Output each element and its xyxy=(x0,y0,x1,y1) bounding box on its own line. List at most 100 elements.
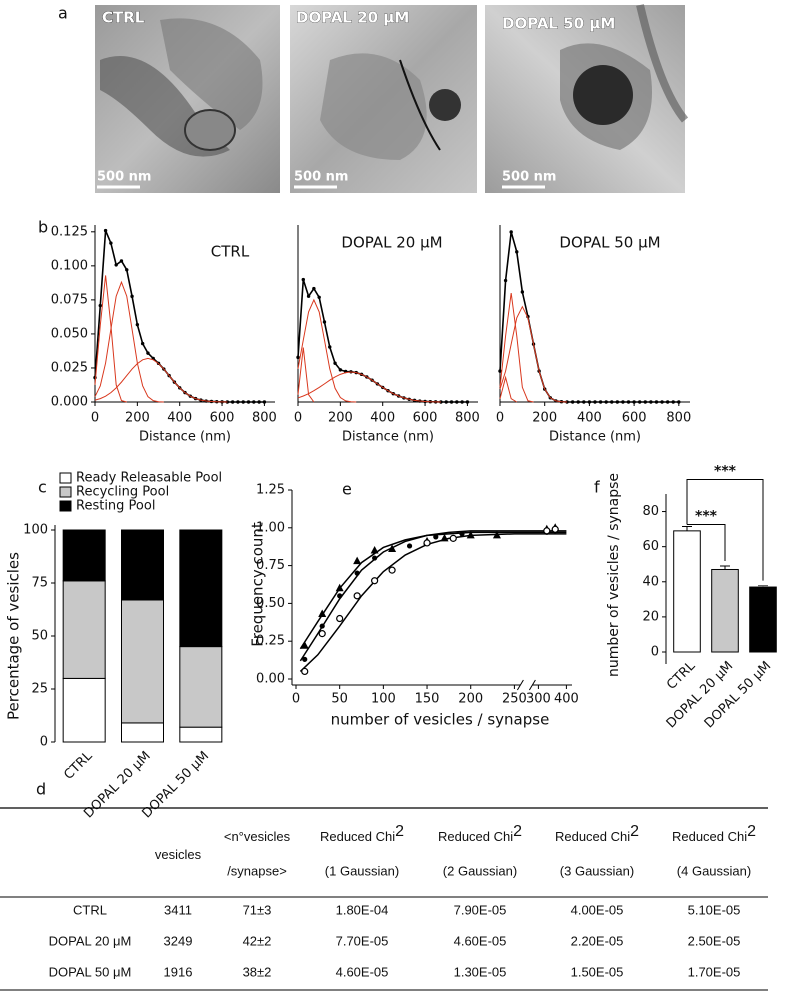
error-bar xyxy=(720,565,730,570)
data-point xyxy=(225,400,230,404)
x-tick-label: CTRL xyxy=(61,748,96,783)
significance-label: *** xyxy=(695,508,718,524)
x-tick-label: 150 xyxy=(415,692,440,707)
x-tick-label: 300 xyxy=(526,692,551,707)
data-point xyxy=(388,544,397,552)
header-superscript: 2 xyxy=(630,823,639,840)
x-tick-label: DOPAL 20 μM xyxy=(664,659,737,732)
series-line xyxy=(94,280,164,403)
data-point xyxy=(406,543,413,549)
data-point xyxy=(621,400,625,404)
panel-label: a xyxy=(58,4,68,23)
header-text: Reduced Chi xyxy=(672,829,747,844)
data-point xyxy=(312,286,316,291)
panel-label: c xyxy=(38,478,47,497)
x-tick-label: 0 xyxy=(294,411,302,426)
y-tick-label: 40 xyxy=(642,574,659,589)
table-cell: 2.20E-05 xyxy=(571,933,624,948)
table-header: <n°vesicles xyxy=(224,829,291,844)
data-point xyxy=(337,593,343,599)
table-header: (3 Gaussian) xyxy=(560,863,634,878)
axis-break-mark xyxy=(528,679,536,691)
legend-label: Ready Releasable Pool xyxy=(76,471,222,486)
micrograph-label: DOPAL 20 μM xyxy=(296,9,409,27)
fit-line xyxy=(299,533,567,672)
data-point xyxy=(551,525,559,533)
series-line xyxy=(297,279,468,403)
x-tick-label: 400 xyxy=(167,411,192,426)
y-tick-label: 25 xyxy=(31,682,48,697)
data-point xyxy=(677,400,681,404)
data-point xyxy=(459,531,465,537)
table-cell: 3249 xyxy=(164,933,193,948)
data-point xyxy=(114,263,118,267)
data-point xyxy=(125,268,129,272)
data-point xyxy=(328,345,332,349)
data-point xyxy=(455,400,459,404)
table-header: vesicles xyxy=(155,847,202,862)
data-point xyxy=(146,351,150,355)
data-point xyxy=(582,400,586,404)
series-line xyxy=(499,305,568,403)
table-cell: 1916 xyxy=(164,964,193,979)
significance-bracket xyxy=(686,478,764,581)
x-tick-label: 400 xyxy=(554,692,579,707)
data-point xyxy=(671,400,675,404)
data-point xyxy=(439,400,443,404)
table-cell: 42±2 xyxy=(243,933,272,948)
y-tick-label: 50 xyxy=(31,629,48,644)
x-tick-label: 200 xyxy=(328,411,353,426)
data-point xyxy=(296,355,300,360)
data-point xyxy=(465,400,470,404)
data-point xyxy=(135,322,140,327)
header-superscript: 2 xyxy=(513,823,522,840)
table-cell: 2.50E-05 xyxy=(688,933,741,948)
y-tick-label: 0.100 xyxy=(51,258,88,273)
data-point xyxy=(370,545,379,554)
data-point xyxy=(509,230,513,234)
bar-segment xyxy=(62,580,106,679)
y-tick-label: 0 xyxy=(40,735,48,750)
table-cell: CTRL xyxy=(73,902,107,917)
y-tick-label: 0.00 xyxy=(256,672,285,687)
data-point xyxy=(230,400,235,404)
bar xyxy=(749,586,777,653)
y-tick-label: 0.125 xyxy=(51,224,88,239)
data-point xyxy=(257,400,261,404)
legend-label: Resting Pool xyxy=(76,499,155,514)
bar-segment xyxy=(179,646,223,728)
data-point xyxy=(317,295,321,299)
data-point xyxy=(598,400,603,404)
y-tick-label: 0.000 xyxy=(51,395,88,410)
table-cell: 7.70E-05 xyxy=(336,933,389,948)
data-point xyxy=(262,400,267,404)
x-tick-label: 200 xyxy=(458,692,483,707)
table-header: (4 Gaussian) xyxy=(677,863,751,878)
data-point xyxy=(302,656,308,662)
header-superscript: 2 xyxy=(395,823,404,840)
data-point xyxy=(336,614,344,623)
legend-swatch xyxy=(59,472,72,484)
table-cell: 1.70E-05 xyxy=(688,964,741,979)
panel-label: f xyxy=(594,478,600,497)
data-point xyxy=(449,534,457,542)
header-superscript: 2 xyxy=(747,823,756,840)
data-point xyxy=(593,400,597,404)
data-point xyxy=(236,400,240,404)
table-cell: 1.50E-05 xyxy=(571,964,624,979)
micrograph: DOPAL 20 μM 500 nm xyxy=(290,5,477,193)
data-point xyxy=(353,556,362,565)
data-point xyxy=(638,400,642,404)
y-tick-label: 0.50 xyxy=(256,596,285,611)
y-tick-label: 0.075 xyxy=(51,292,88,307)
legend-swatch xyxy=(59,500,72,512)
data-point xyxy=(660,400,664,404)
series-line xyxy=(499,375,518,403)
error-bar xyxy=(682,525,692,531)
table-header: Reduced Chi2 xyxy=(438,823,522,844)
chart-title: DOPAL 50 μM xyxy=(559,234,660,252)
x-tick-label: CTRL xyxy=(664,658,699,693)
axis-break-mark xyxy=(516,679,524,691)
x-tick-label: 600 xyxy=(622,411,647,426)
